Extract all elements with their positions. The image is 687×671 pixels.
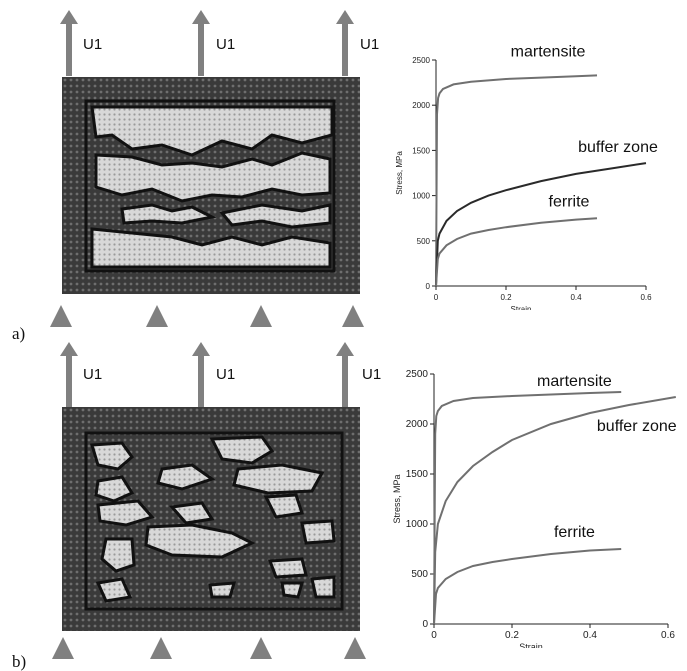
y-tick-label: 2000 — [412, 101, 430, 110]
series-line-ferrite — [435, 217, 598, 287]
triangle-support-icon — [146, 305, 168, 327]
y-tick-label: 1500 — [406, 469, 429, 480]
up-arrow-icon — [192, 342, 210, 408]
load-arrows-b — [60, 342, 354, 408]
triangle-support-icon — [250, 637, 272, 659]
triangle-support-icon — [150, 637, 172, 659]
series-label: martensite — [537, 373, 612, 390]
axes: 0 500 1000 1500 2000 2500 0 0.2 0.4 0.6 Strain Stre… — [392, 369, 675, 648]
series-label: buffer zone — [597, 418, 677, 435]
axes: 0 500 1000 1500 2000 2500 0 0.2 0.4 0.6 Strain Stre… — [395, 56, 652, 310]
up-arrow-icon — [60, 342, 78, 408]
stress-strain-chart-b: 0 500 1000 1500 2000 2500 0 0.2 0.4 0.6 Strain Stre… — [392, 369, 677, 648]
x-tick-label: 0.4 — [583, 630, 597, 641]
x-tick-label: 0.2 — [500, 293, 512, 302]
x-tick-label: 0.6 — [661, 630, 675, 641]
load-label: U1 — [83, 366, 103, 383]
series-line-buffer-zone — [433, 396, 676, 625]
series-label: martensite — [511, 43, 586, 60]
ferrite-regions — [90, 105, 334, 269]
y-tick-label: 1500 — [412, 146, 430, 155]
load-label: U1 — [83, 36, 103, 53]
triangle-support-icon — [250, 305, 272, 327]
stress-strain-chart-a: 0 500 1000 1500 2000 2500 0 0.2 0.4 0.6 Strain Stre… — [395, 43, 658, 310]
y-tick-label: 0 — [422, 619, 428, 630]
microstructure-mesh-a — [62, 77, 360, 294]
y-tick-label: 500 — [411, 569, 428, 580]
x-tick-label: 0 — [431, 630, 437, 641]
y-axis-label: Stress, MPa — [395, 151, 404, 195]
y-tick-label: 1000 — [406, 519, 429, 530]
y-tick-label: 1000 — [412, 192, 430, 201]
series-label: ferrite — [549, 193, 590, 210]
series-line-buffer-zone — [435, 162, 647, 287]
microstructure-mesh-b — [62, 407, 360, 631]
panel-tag-b: b) — [12, 652, 27, 671]
triangle-support-icon — [344, 637, 366, 659]
series-line-martensite — [433, 391, 622, 625]
y-axis-label: Stress, MPa — [392, 474, 402, 523]
x-tick-label: 0.2 — [505, 630, 519, 641]
series-label: buffer zone — [578, 139, 658, 156]
x-tick-label: 0.4 — [570, 293, 582, 302]
x-axis-label: Strain — [519, 642, 543, 648]
up-arrow-icon — [336, 342, 354, 408]
supports-b — [52, 637, 366, 659]
x-axis-label: Strain — [511, 305, 532, 310]
triangle-support-icon — [342, 305, 364, 327]
series-label: ferrite — [554, 524, 595, 541]
y-tick-label: 2500 — [412, 56, 430, 65]
y-tick-label: 2000 — [406, 419, 429, 430]
load-label: U1 — [362, 366, 382, 383]
up-arrow-icon — [192, 10, 210, 76]
triangle-support-icon — [52, 637, 74, 659]
y-tick-label: 2500 — [406, 369, 429, 380]
y-tick-label: 500 — [417, 237, 431, 246]
x-tick-label: 0.6 — [640, 293, 652, 302]
ferrite-islands — [90, 435, 336, 603]
series-line-ferrite — [433, 548, 622, 625]
triangle-support-icon — [50, 305, 72, 327]
x-tick-label: 0 — [434, 293, 439, 302]
load-arrows-a — [60, 10, 354, 76]
up-arrow-icon — [60, 10, 78, 76]
load-label: U1 — [360, 36, 380, 53]
y-tick-label: 0 — [426, 282, 431, 291]
panel-tag-a: a) — [12, 324, 26, 343]
up-arrow-icon — [336, 10, 354, 76]
supports-a — [50, 305, 364, 327]
series-line-martensite — [435, 74, 598, 287]
load-label: U1 — [216, 36, 236, 53]
load-label: U1 — [216, 366, 236, 383]
